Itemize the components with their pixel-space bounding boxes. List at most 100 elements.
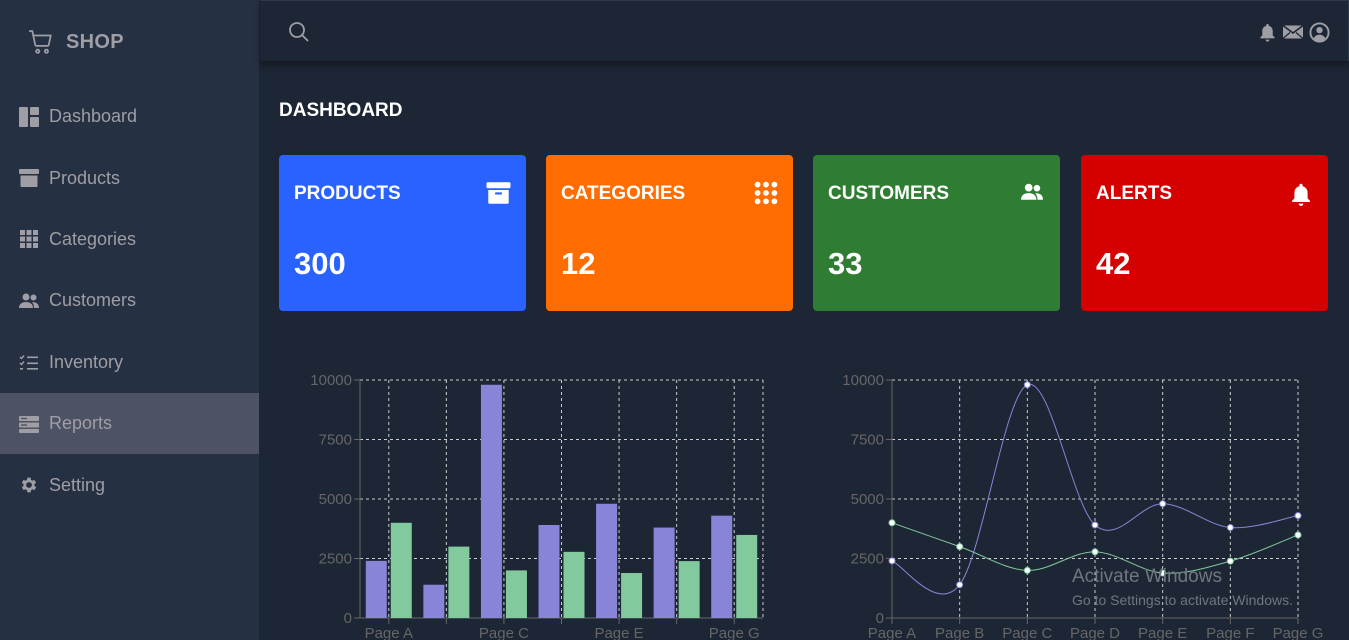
bar <box>365 560 387 618</box>
data-point <box>956 543 964 551</box>
people-icon <box>1021 183 1043 200</box>
brand[interactable]: SHOP <box>28 29 124 55</box>
sidebar-item-products[interactable]: Products <box>0 147 259 208</box>
y-tick-label: 7500 <box>319 432 352 449</box>
y-tick-label: 5000 <box>851 491 884 508</box>
watermark-title: Activate Windows <box>1072 566 1222 587</box>
grid-icon <box>20 230 38 249</box>
sidebar-item-label: Setting <box>49 474 106 495</box>
x-tick-label: Page G <box>1273 625 1324 640</box>
grid-icon <box>754 181 778 205</box>
sidebar-item-dashboard[interactable]: Dashboard <box>0 86 259 147</box>
data-point <box>1091 548 1099 556</box>
line-chart: 0 2500 5000 7500 10000 Page A Page B Page C Page… <box>842 372 1324 640</box>
data-point <box>1294 512 1302 520</box>
data-point <box>1091 521 1099 529</box>
card-label: CUSTOMERS <box>828 183 950 204</box>
data-point <box>1023 566 1031 574</box>
x-tick-label: Page E <box>594 625 643 640</box>
data-point <box>1294 531 1302 539</box>
y-tick-label: 10000 <box>310 372 352 389</box>
report-icon <box>19 415 39 433</box>
x-tick-label: Page F <box>1206 625 1254 640</box>
bar <box>736 534 758 618</box>
watermark-subtitle: Go to Settings to activate Windows. <box>1072 592 1293 608</box>
sidebar-item-label: Customers <box>49 290 137 311</box>
bar <box>711 515 733 618</box>
data-point <box>1023 381 1031 389</box>
sidebar-item-customers[interactable]: Customers <box>0 270 259 331</box>
dashboard-icon <box>19 106 39 127</box>
bar <box>390 522 412 618</box>
y-tick-label: 2500 <box>851 551 884 568</box>
sidebar-item-reports[interactable]: Reports <box>0 392 259 455</box>
bar <box>423 584 445 618</box>
sidebar: SHOP Dashboard Products Categories Custo… <box>0 0 259 640</box>
card-alerts[interactable]: ALERTS 42 <box>1081 155 1328 311</box>
card-categories[interactable]: CATEGORIES 12 <box>546 155 793 311</box>
y-tick-label: 5000 <box>319 491 352 508</box>
data-point <box>1226 557 1234 565</box>
bar <box>678 561 700 618</box>
card-products[interactable]: PRODUCTS 300 <box>279 155 526 311</box>
sidebar-item-inventory[interactable]: Inventory <box>0 332 259 393</box>
y-tick-label: 7500 <box>851 432 884 449</box>
card-value: 42 <box>1096 246 1131 281</box>
cart-icon <box>29 30 52 54</box>
bell-icon <box>1292 183 1310 206</box>
y-tick-label: 10000 <box>842 372 884 389</box>
list-check-icon <box>19 355 38 370</box>
bar-chart: 0 2500 5000 7500 10000 Page A Page C Page E Page… <box>310 372 764 640</box>
header-icons <box>1258 22 1330 43</box>
card-label: ALERTS <box>1096 183 1172 204</box>
bar <box>538 524 560 618</box>
x-tick-label: Page A <box>868 625 916 640</box>
data-point <box>1226 524 1234 532</box>
data-point <box>888 519 896 527</box>
bar <box>505 570 527 618</box>
x-tick-label: Page C <box>1002 625 1052 640</box>
card-label: CATEGORIES <box>561 183 686 204</box>
bar <box>448 546 470 618</box>
data-point <box>1159 569 1167 577</box>
archive-icon <box>19 169 39 188</box>
data-point <box>1159 500 1167 508</box>
sidebar-item-label: Categories <box>49 228 137 249</box>
x-tick-label: Page G <box>709 625 760 640</box>
data-point <box>888 557 896 565</box>
sidebar-item-setting[interactable]: Setting <box>0 454 259 515</box>
card-value: 33 <box>828 246 863 281</box>
x-tick-label: Page A <box>365 625 413 640</box>
people-icon <box>19 293 39 308</box>
sidebar-item-label: Dashboard <box>49 106 138 127</box>
card-customers[interactable]: CUSTOMERS 33 <box>813 155 1060 311</box>
sidebar-item-label: Inventory <box>49 351 124 372</box>
envelope-icon[interactable] <box>1282 22 1304 42</box>
bar <box>653 527 675 618</box>
x-tick-label: Page B <box>935 625 984 640</box>
gear-icon <box>21 477 37 493</box>
bar <box>480 384 502 618</box>
page-title: DASHBOARD <box>279 100 403 121</box>
bar <box>621 573 643 618</box>
archive-icon <box>486 182 511 204</box>
sidebar-item-label: Reports <box>49 413 113 434</box>
sidebar-nav: Dashboard Products Categories Customers … <box>0 86 259 516</box>
y-tick-label: 0 <box>876 610 884 627</box>
user-circle-icon[interactable] <box>1309 22 1330 43</box>
bar <box>563 551 585 618</box>
windows-watermark: Activate Windows Go to Settings to activ… <box>1072 566 1293 608</box>
x-tick-label: Page C <box>479 625 529 640</box>
sidebar-item-label: Products <box>49 167 121 188</box>
y-tick-label: 0 <box>344 610 352 627</box>
bell-icon[interactable] <box>1258 22 1277 42</box>
card-label: PRODUCTS <box>294 183 401 204</box>
top-bar <box>260 0 1349 61</box>
x-tick-label: Page E <box>1138 625 1187 640</box>
card-value: 12 <box>561 246 596 281</box>
x-tick-label: Page D <box>1070 625 1120 640</box>
sidebar-item-categories[interactable]: Categories <box>0 209 259 270</box>
search-icon[interactable] <box>288 21 310 43</box>
brand-name: SHOP <box>66 30 124 53</box>
